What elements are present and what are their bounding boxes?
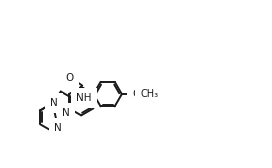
Text: N: N bbox=[50, 98, 58, 108]
Text: CH₃: CH₃ bbox=[140, 89, 158, 99]
Text: NH: NH bbox=[76, 93, 91, 103]
Text: O: O bbox=[132, 89, 141, 99]
Text: O: O bbox=[66, 73, 74, 83]
Text: N: N bbox=[54, 123, 62, 133]
Text: N: N bbox=[62, 109, 70, 118]
